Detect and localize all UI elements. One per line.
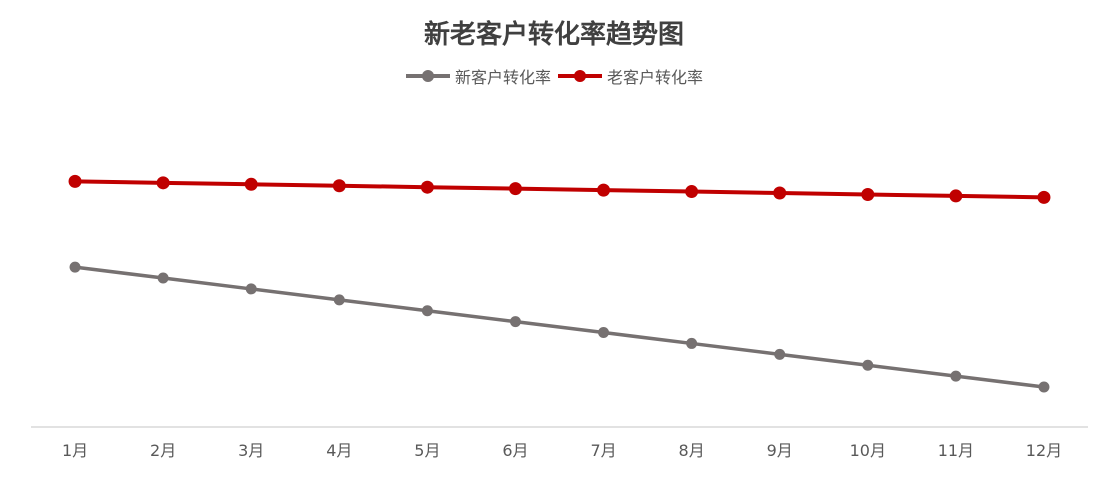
data-point-new xyxy=(950,370,962,382)
legend-label-new: 新客户转化率 xyxy=(454,68,551,87)
x-tick-label: 6月 xyxy=(502,441,528,460)
x-tick-label: 4月 xyxy=(326,441,352,460)
x-tick-label: 5月 xyxy=(414,441,440,460)
data-point-new xyxy=(686,337,698,349)
legend-item-old: 老客户转化率 xyxy=(557,64,703,88)
legend-item-new: 新客户转化率 xyxy=(405,64,551,88)
legend-label-old: 老客户转化率 xyxy=(607,68,704,87)
chart-title: 新老客户转化率趋势图 xyxy=(423,20,684,50)
x-tick-label: 7月 xyxy=(590,441,616,460)
data-point-old xyxy=(244,177,258,191)
data-point-old xyxy=(68,174,82,188)
data-point-new xyxy=(333,294,345,306)
x-tick-label: 10月 xyxy=(850,441,886,460)
data-point-new xyxy=(1038,381,1050,393)
x-tick-label: 3月 xyxy=(238,441,264,460)
x-tick-label: 8月 xyxy=(679,441,705,460)
x-tick-label: 9月 xyxy=(767,441,793,460)
data-point-old xyxy=(332,179,346,193)
legend-swatch-new xyxy=(405,70,450,82)
data-point-old xyxy=(508,182,522,196)
data-point-old xyxy=(773,186,787,200)
data-point-new xyxy=(862,359,874,371)
data-point-old xyxy=(949,189,963,203)
data-point-new xyxy=(509,316,521,328)
data-point-new xyxy=(421,305,433,317)
data-point-old xyxy=(1037,190,1051,204)
data-point-old xyxy=(861,187,875,201)
data-point-old xyxy=(420,180,434,194)
data-point-old xyxy=(597,183,611,197)
data-point-new xyxy=(598,327,610,339)
series-line-new xyxy=(74,265,1045,389)
x-tick-label: 12月 xyxy=(1026,441,1062,460)
x-tick-label: 1月 xyxy=(62,441,88,460)
x-tick-label: 2月 xyxy=(150,441,176,460)
data-point-new xyxy=(69,261,81,273)
legend-swatch-old xyxy=(558,70,602,82)
legend: 新客户转化率 老客户转化率 xyxy=(0,64,1108,88)
data-point-old xyxy=(685,185,699,199)
x-tick-label: 11月 xyxy=(938,441,974,460)
data-point-new xyxy=(774,348,786,360)
data-point-old xyxy=(156,176,170,190)
data-point-new xyxy=(157,272,169,284)
series-line-old xyxy=(75,179,1044,200)
data-point-new xyxy=(245,283,257,295)
